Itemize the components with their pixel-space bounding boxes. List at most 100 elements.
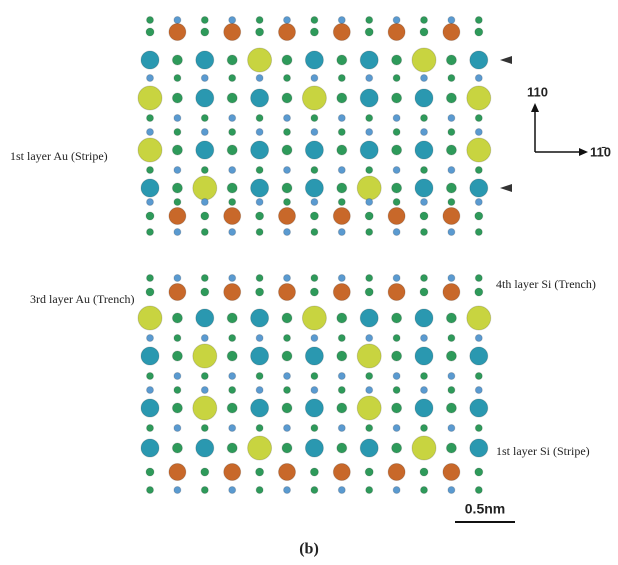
au-atom (169, 284, 186, 301)
si-atom (421, 487, 428, 494)
si-atom (311, 199, 318, 206)
axis-label: 110 (527, 84, 548, 99)
si-atom (448, 387, 455, 394)
si-atom (421, 425, 428, 432)
si-atom (201, 199, 208, 206)
si-atom (174, 17, 181, 24)
si-atom (174, 129, 181, 136)
si-atom (475, 167, 482, 174)
si-atom (311, 387, 318, 394)
au-atom (412, 436, 436, 460)
si-atom (338, 373, 345, 380)
si-atom (421, 129, 428, 136)
si-atom (420, 468, 428, 476)
au-atom (443, 464, 460, 481)
si-atom (392, 93, 402, 103)
si-atom (338, 335, 345, 342)
au-atom (169, 24, 186, 41)
si-atom (448, 75, 455, 82)
si-atom (446, 93, 456, 103)
si-atom (147, 373, 154, 380)
si-atom (475, 335, 482, 342)
si-atom (147, 275, 154, 282)
si-atom (305, 179, 323, 197)
si-atom (392, 403, 402, 413)
si-atom (365, 468, 373, 476)
si-atom (393, 115, 400, 122)
si-atom (201, 468, 209, 476)
si-atom (229, 199, 236, 206)
si-atom (366, 487, 373, 494)
si-atom (470, 179, 488, 197)
si-atom (421, 335, 428, 342)
si-atom (146, 288, 154, 296)
si-atom (227, 93, 237, 103)
si-atom (366, 229, 373, 236)
si-atom (448, 275, 455, 282)
si-atom (256, 28, 264, 36)
si-atom (256, 17, 263, 24)
si-atom (470, 347, 488, 365)
si-atom (229, 167, 236, 174)
si-atom (229, 17, 236, 24)
si-atom (282, 313, 292, 323)
au-atom (412, 48, 436, 72)
si-atom (310, 288, 318, 296)
au-atom (357, 396, 381, 420)
si-atom (147, 199, 154, 206)
si-atom (201, 335, 208, 342)
si-atom (393, 229, 400, 236)
si-atom (282, 183, 292, 193)
si-atom (229, 129, 236, 136)
si-atom (338, 229, 345, 236)
si-atom (174, 425, 181, 432)
si-atom (393, 335, 400, 342)
si-atom (174, 387, 181, 394)
si-atom (251, 179, 269, 197)
au-atom (333, 464, 350, 481)
si-atom (393, 167, 400, 174)
si-atom (392, 313, 402, 323)
si-atom (415, 179, 433, 197)
si-atom (311, 487, 318, 494)
si-atom (448, 115, 455, 122)
si-atom (196, 141, 214, 159)
si-atom (256, 487, 263, 494)
si-atom (446, 183, 456, 193)
si-atom (284, 335, 291, 342)
si-atom (227, 351, 237, 361)
si-atom (147, 387, 154, 394)
si-atom (256, 115, 263, 122)
si-atom (282, 145, 292, 155)
si-atom (338, 75, 345, 82)
si-atom (366, 275, 373, 282)
si-atom (141, 439, 159, 457)
si-atom (421, 229, 428, 236)
si-atom (393, 387, 400, 394)
si-atom (147, 167, 154, 174)
si-atom (227, 183, 237, 193)
si-atom (141, 399, 159, 417)
si-atom (174, 75, 181, 82)
si-atom (392, 351, 402, 361)
si-atom (229, 387, 236, 394)
si-atom (229, 75, 236, 82)
si-atom (256, 468, 264, 476)
si-atom (201, 425, 208, 432)
au-atom (169, 464, 186, 481)
label: 1st layer Au (Stripe) (10, 149, 108, 163)
si-atom (448, 229, 455, 236)
si-atom (256, 387, 263, 394)
au-atom (388, 284, 405, 301)
si-atom (393, 425, 400, 432)
si-atom (201, 17, 208, 24)
si-atom (147, 487, 154, 494)
si-atom (421, 199, 428, 206)
si-atom (229, 115, 236, 122)
si-atom (448, 129, 455, 136)
au-atom (193, 396, 217, 420)
si-atom (448, 335, 455, 342)
au-atom (443, 208, 460, 225)
si-atom (147, 425, 154, 432)
si-atom (311, 425, 318, 432)
